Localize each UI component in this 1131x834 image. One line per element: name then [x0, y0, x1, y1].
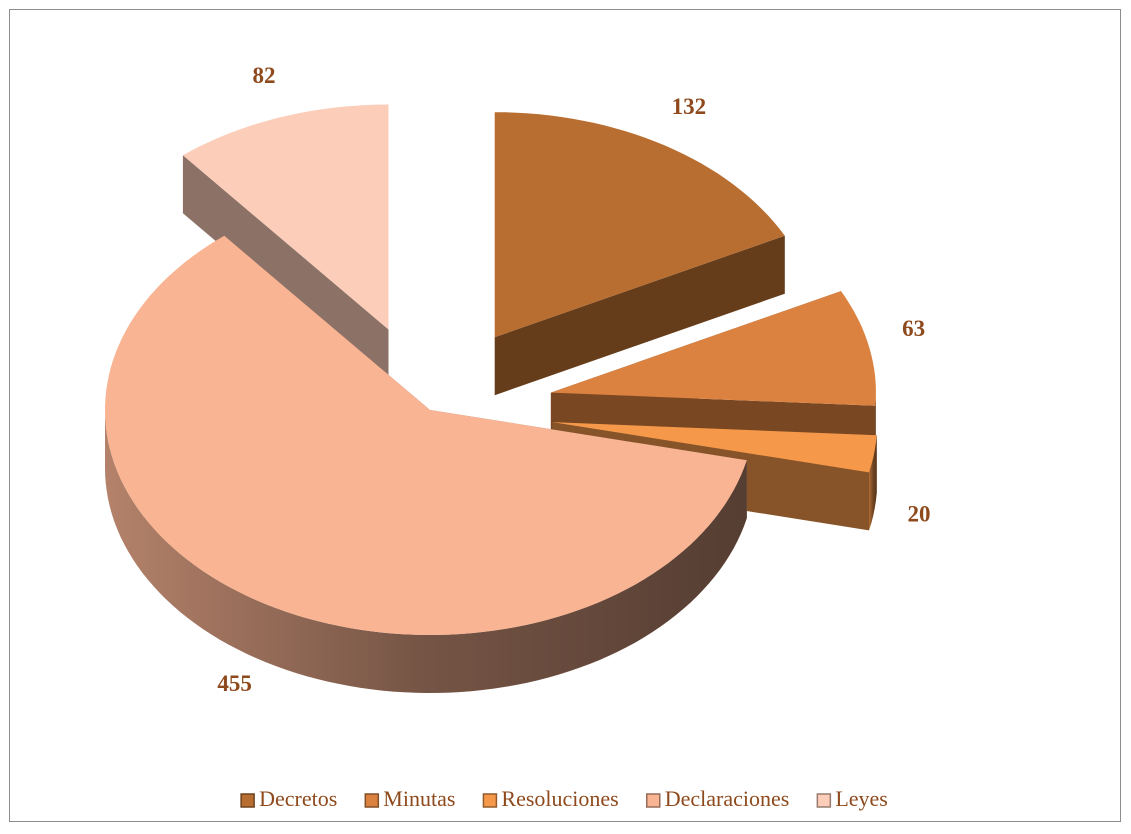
legend-swatch [364, 793, 380, 808]
slice-wall [182, 155, 389, 388]
slice-group [182, 104, 389, 388]
slice-wall [494, 235, 785, 396]
data-label: 82 [253, 63, 276, 88]
pie-slice [552, 422, 877, 473]
legend-label: Declaraciones [665, 786, 790, 811]
legend-swatch [646, 793, 661, 808]
data-label: 63 [902, 316, 925, 341]
legend-swatch [240, 793, 255, 808]
data-label: 132 [672, 94, 707, 119]
slice-side-shade [869, 435, 877, 531]
legend-label: Minutas [383, 786, 455, 811]
pie-slice [182, 104, 389, 330]
data-label: 455 [217, 671, 252, 696]
legend-label: Resoluciones [501, 786, 618, 811]
pie-slice [105, 235, 747, 636]
pie-slice [550, 291, 876, 406]
legend-swatch [482, 793, 498, 808]
slice-side-shade [105, 410, 747, 693]
slice-group [494, 112, 785, 396]
data-label: 20 [908, 502, 931, 527]
legend-swatch [816, 793, 832, 808]
slice-group [105, 235, 747, 693]
legend-label: Decretos [259, 786, 337, 811]
pie-slice [494, 112, 785, 338]
legend-label: Leyes [835, 786, 888, 811]
